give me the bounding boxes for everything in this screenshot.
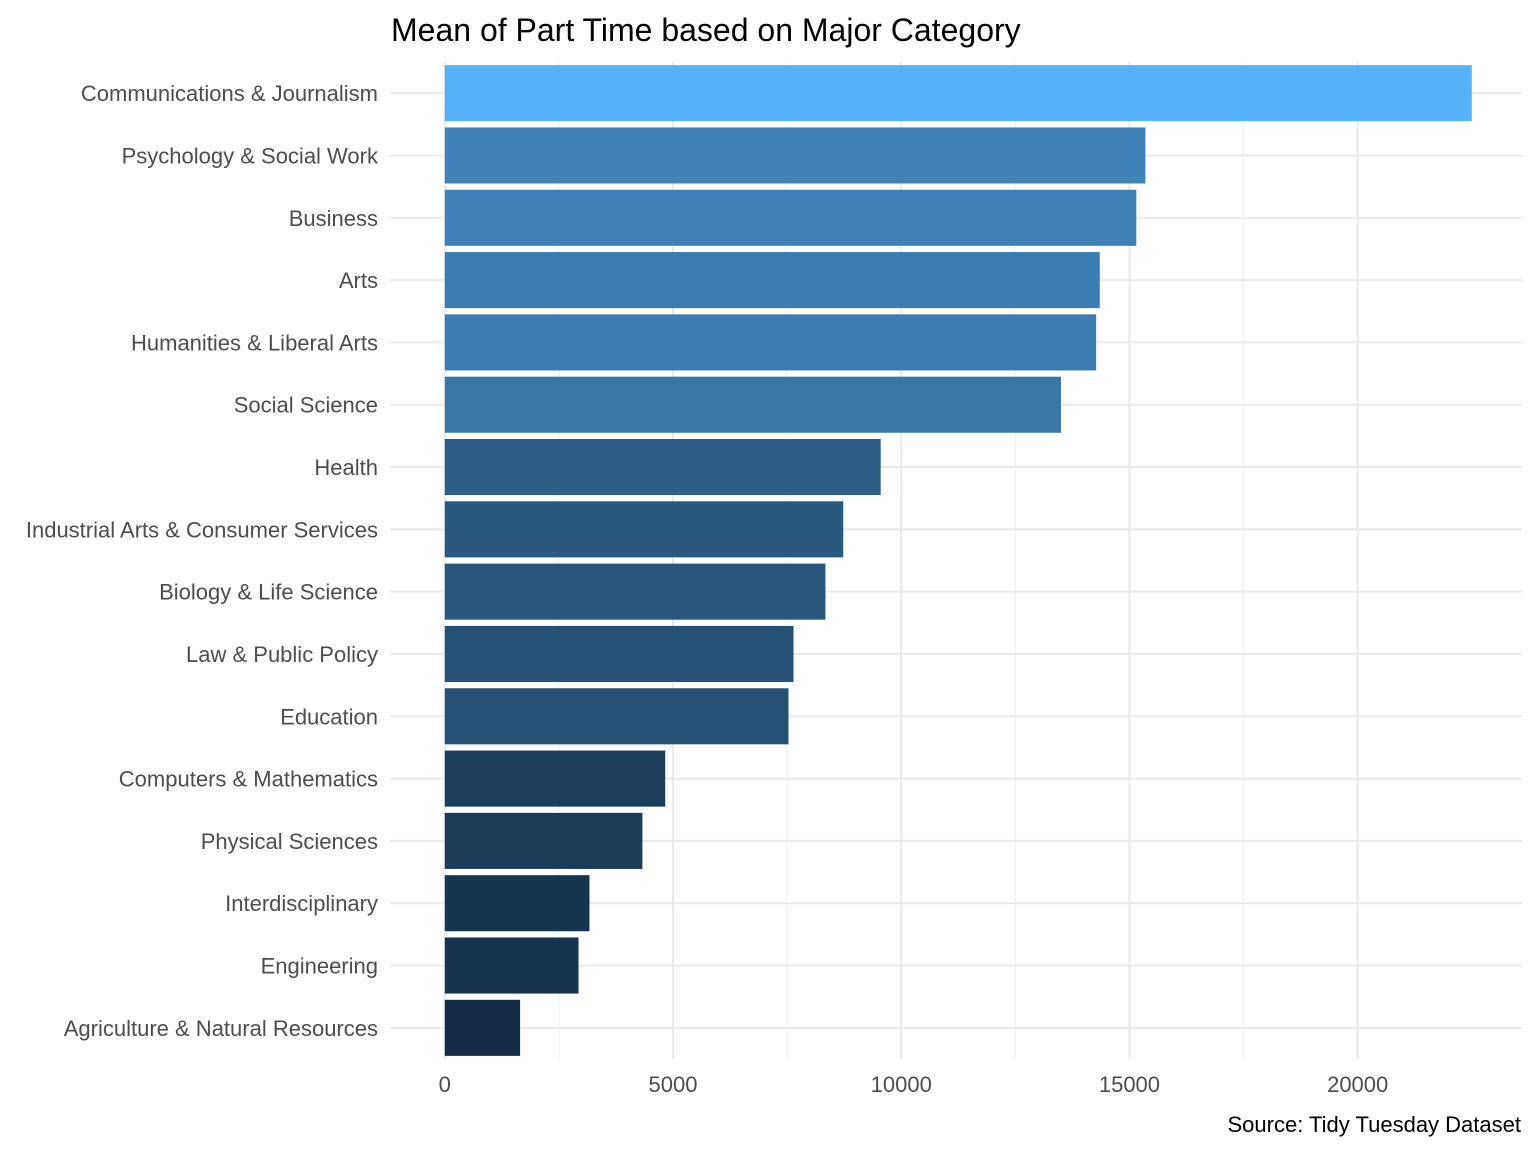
category-label: Psychology & Social Work xyxy=(122,143,379,168)
category-label: Agriculture & Natural Resources xyxy=(64,1016,378,1041)
bar xyxy=(444,688,789,745)
bar xyxy=(444,252,1100,309)
bar xyxy=(444,376,1061,433)
chart-title: Mean of Part Time based on Major Categor… xyxy=(391,12,1021,48)
bar xyxy=(444,127,1146,184)
category-label: Biology & Life Science xyxy=(159,580,378,605)
category-label: Industrial Arts & Consumer Services xyxy=(26,517,378,542)
category-label: Engineering xyxy=(261,954,378,979)
x-tick-label: 0 xyxy=(439,1072,451,1097)
bar xyxy=(444,314,1097,371)
bar xyxy=(444,189,1137,246)
x-tick-labels: 0 5000 10000 15000 20000 xyxy=(439,1072,1389,1097)
bar xyxy=(444,937,579,994)
category-label: Arts xyxy=(339,268,378,293)
category-label: Interdisciplinary xyxy=(225,891,378,916)
bar xyxy=(444,563,826,620)
category-label: Computers & Mathematics xyxy=(119,767,378,792)
x-tick-label: 15000 xyxy=(1099,1072,1160,1097)
bar xyxy=(444,501,844,558)
category-label: Physical Sciences xyxy=(201,829,378,854)
x-tick-label: 5000 xyxy=(649,1072,698,1097)
bar xyxy=(444,875,590,932)
category-label: Law & Public Policy xyxy=(186,642,378,667)
bar xyxy=(444,750,666,807)
bar xyxy=(444,625,794,683)
bar xyxy=(444,812,643,869)
category-label: Health xyxy=(314,455,378,480)
category-label: Business xyxy=(289,206,378,231)
category-label: Communications & Journalism xyxy=(81,81,378,106)
bar xyxy=(444,438,881,496)
bar xyxy=(444,65,1472,122)
chart-caption: Source: Tidy Tuesday Dataset xyxy=(1228,1112,1522,1137)
bar xyxy=(444,999,521,1056)
category-label: Social Science xyxy=(234,393,378,418)
x-tick-label: 10000 xyxy=(871,1072,932,1097)
category-labels: Communications & Journalism Psychology & … xyxy=(26,81,379,1041)
x-tick-label: 20000 xyxy=(1327,1072,1388,1097)
category-label: Education xyxy=(280,704,378,729)
bars xyxy=(444,65,1472,1056)
category-label: Humanities & Liberal Arts xyxy=(131,330,378,355)
